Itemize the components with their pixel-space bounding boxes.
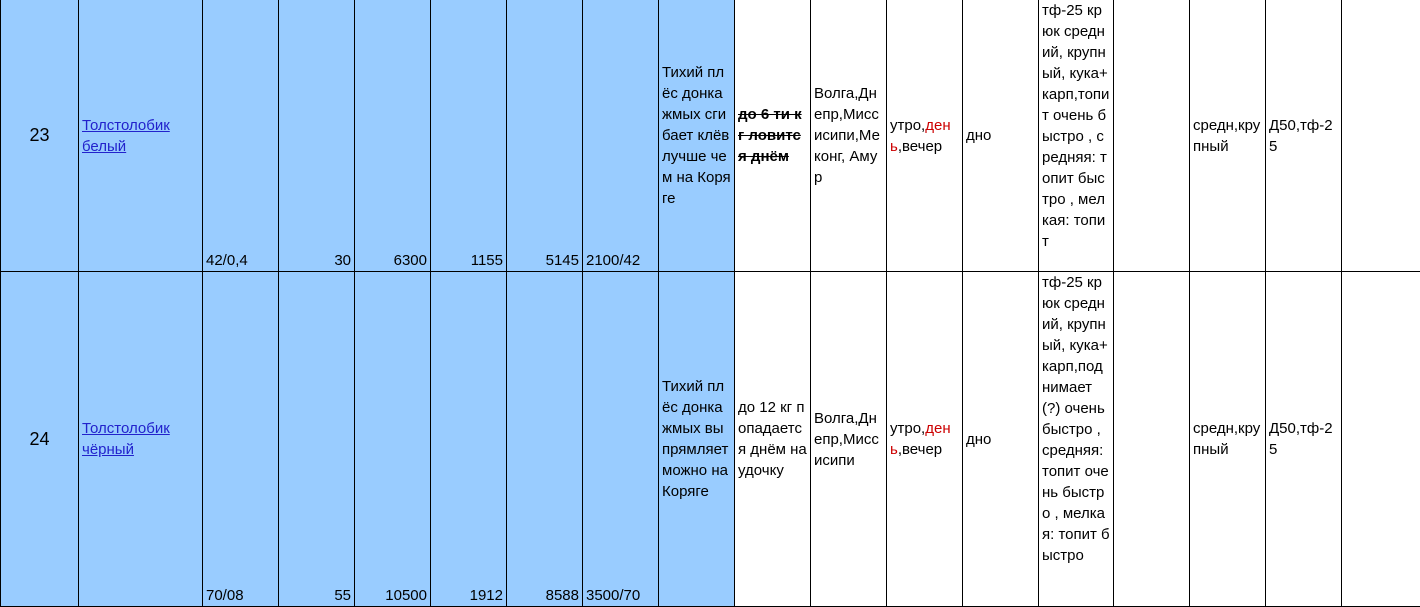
fish-link[interactable]: Толстолобик чёрный <box>82 420 170 458</box>
cell-text: 5145 <box>545 252 579 269</box>
text-segment: ,вечер <box>897 441 943 458</box>
cell-text: 42/0,4 <box>206 252 248 269</box>
cell-text: 1155 <box>470 252 503 269</box>
cell-description: Тихий плёс донка жмых выпрямляет можно н… <box>659 272 735 607</box>
cell-size: средн,крупный <box>1190 272 1266 607</box>
text-segment: утро, <box>890 116 926 134</box>
cell-text: тф-25 крюк средний, крупный, кука+карп,т… <box>1042 2 1110 250</box>
cell-text: Тихий плёс донка жмых выпрямляет можно н… <box>662 378 729 500</box>
cell-description: Тихий плёс донка жмых сгибает клёв лучше… <box>659 0 735 272</box>
cell-value: 8588 <box>507 272 583 607</box>
cell-text: Д50,тф-25 <box>1269 116 1333 155</box>
cell-bait: Д50,тф-25 <box>1266 0 1342 272</box>
cell-bait: Д50,тф-25 <box>1266 272 1342 607</box>
cell-row-number: 23 <box>1 0 79 272</box>
cell-text: 70/08 <box>206 587 244 604</box>
cell-text: Волга,Днепр,Миссисипи <box>814 409 879 469</box>
cell-text: дно <box>966 127 992 144</box>
cell-text: средн,крупный <box>1193 420 1261 458</box>
cell-ratio: 3500/70 <box>583 272 659 607</box>
cell-value: 1912 <box>431 272 507 607</box>
cell-fish-name: Толстолобик чёрный <box>79 272 203 607</box>
text-segment: утро, <box>890 420 926 437</box>
text-segment: день <box>890 420 951 458</box>
cell-regions: Волга,Днепр,Миссисипи <box>811 272 887 607</box>
cell-size: средн,крупный <box>1190 0 1266 272</box>
cell-ratio: 42/0,4 <box>203 0 279 272</box>
cell-depth: дно <box>963 0 1039 272</box>
cell-text: 8588 <box>545 587 579 604</box>
cell-time-of-day: утро,день,вечер <box>887 272 963 607</box>
cell-empty <box>1114 0 1190 272</box>
cell-note: до 6 ти кг ловится днём <box>735 0 811 272</box>
cell-empty <box>1342 0 1420 272</box>
cell-text: 1912 <box>469 587 503 604</box>
cell-value: 55 <box>279 272 355 607</box>
cell-text: утро,день,вечер <box>887 115 962 157</box>
cell-time-of-day: утро,день,вечер <box>887 0 963 272</box>
cell-text: до 6 ти кг ловится днём <box>738 106 802 165</box>
cell-text: 6300 <box>393 252 427 269</box>
cell-empty <box>1114 272 1190 607</box>
cell-text: 3500/70 <box>586 587 641 604</box>
cell-row-number: 24 <box>1 272 79 607</box>
cell-text: 2100/42 <box>586 252 641 269</box>
cell-text: 23 <box>29 125 50 145</box>
text-segment: ,вечер <box>897 137 943 155</box>
cell-value: 5145 <box>507 0 583 272</box>
cell-text: тф-25 крюк средний, крупный, кука+карп,п… <box>1042 274 1110 564</box>
cell-ratio: 70/08 <box>203 272 279 607</box>
cell-text: 24 <box>29 428 50 449</box>
cell-tackle: тф-25 крюк средний, крупный, кука+карп,п… <box>1039 272 1114 607</box>
cell-text: утро,день,вечер <box>887 418 962 460</box>
cell-value: 30 <box>279 0 355 272</box>
cell-value: 1155 <box>431 0 507 272</box>
cell-text: дно <box>966 430 992 448</box>
cell-text: 10500 <box>385 587 427 604</box>
cell-ratio: 2100/42 <box>583 0 659 272</box>
cell-text: до 12 кг попадается днём на удочку <box>738 399 807 479</box>
text-segment: день <box>890 116 951 155</box>
cell-text: 55 <box>334 587 351 604</box>
cell-note: до 12 кг попадается днём на удочку <box>735 272 811 607</box>
cell-value: 6300 <box>355 0 431 272</box>
cell-regions: Волга,Днепр,Миссисипи,Меконг, Амур <box>811 0 887 272</box>
cell-text: 30 <box>334 252 351 269</box>
cell-text: средн,крупный <box>1193 116 1261 155</box>
cell-tackle: тф-25 крюк средний, крупный, кука+карп,т… <box>1039 0 1114 272</box>
cell-text: Тихий плёс донка жмых сгибает клёв лучше… <box>662 64 731 207</box>
cell-value: 10500 <box>355 272 431 607</box>
fish-link[interactable]: Толстолобик белый <box>82 116 170 155</box>
cell-text: Д50,тф-25 <box>1269 420 1333 458</box>
cell-text: Волга,Днепр,Миссисипи,Меконг, Амур <box>814 85 880 186</box>
cell-depth: дно <box>963 272 1039 607</box>
cell-empty <box>1342 272 1420 607</box>
cell-fish-name: Толстолобик белый <box>79 0 203 272</box>
